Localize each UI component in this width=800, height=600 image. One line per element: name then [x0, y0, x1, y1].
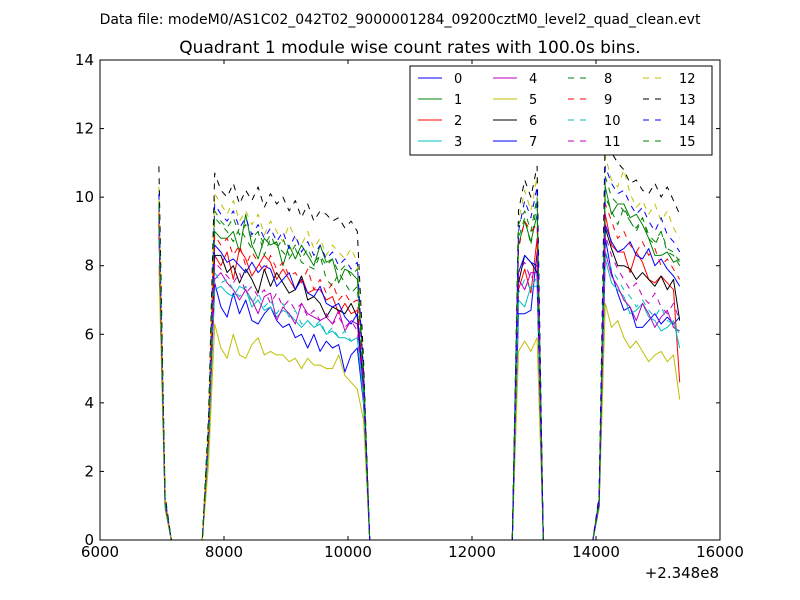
- legend-label-4: 4: [529, 72, 537, 87]
- legend-label-3: 3: [454, 135, 462, 150]
- legend-label-13: 13: [679, 93, 696, 108]
- legend-label-2: 2: [454, 114, 462, 129]
- series-line-0: [158, 224, 681, 540]
- y-tick-label: 4: [84, 394, 94, 412]
- suptitle: Data file: modeM0/AS1C02_042T02_90000012…: [100, 12, 701, 28]
- y-tick-label: 12: [75, 120, 94, 138]
- series-line-2: [158, 213, 681, 540]
- legend-label-14: 14: [679, 114, 696, 129]
- x-offset-label: +2.348e8: [645, 564, 719, 582]
- legend-label-9: 9: [604, 93, 612, 108]
- y-tick-label: 14: [75, 51, 94, 69]
- series-line-5: [158, 265, 681, 540]
- series-line-13: [158, 128, 681, 540]
- series-line-1: [158, 186, 680, 540]
- legend-label-11: 11: [604, 135, 621, 150]
- legend-label-5: 5: [529, 93, 537, 108]
- series-line-6: [158, 221, 681, 540]
- legend-label-12: 12: [679, 72, 696, 87]
- x-tick-label: 8000: [205, 543, 243, 561]
- series-line-14: [158, 165, 681, 540]
- chart-title: Quadrant 1 module wise count rates with …: [179, 38, 640, 58]
- y-tick-label: 10: [75, 188, 94, 206]
- series-line-4: [158, 214, 680, 540]
- legend-label-10: 10: [604, 114, 621, 129]
- y-tick-label: 0: [84, 531, 94, 549]
- x-tick-label: 14000: [572, 543, 620, 561]
- x-tick-label: 6000: [81, 543, 119, 561]
- plot-frame: [99, 59, 721, 541]
- legend-label-0: 0: [454, 72, 462, 87]
- series-line-7: [158, 224, 681, 540]
- x-tick-label: 16000: [696, 543, 744, 561]
- x-tick-label: 12000: [448, 543, 496, 561]
- legend-label-7: 7: [529, 135, 537, 150]
- y-tick-label: 2: [84, 462, 94, 480]
- series-line-9: [158, 203, 681, 540]
- y-tick-label: 6: [84, 325, 94, 343]
- series-line-10: [158, 227, 681, 540]
- y-tick-label: 8: [84, 257, 94, 275]
- legend-label-6: 6: [529, 114, 537, 129]
- legend-frame: [409, 65, 713, 156]
- legend-label-1: 1: [454, 93, 462, 108]
- legend-label-8: 8: [604, 72, 612, 87]
- series-line-15: [158, 176, 681, 540]
- series-layer: [158, 128, 681, 540]
- x-tick-label: 10000: [324, 543, 372, 561]
- legend-label-15: 15: [679, 135, 696, 150]
